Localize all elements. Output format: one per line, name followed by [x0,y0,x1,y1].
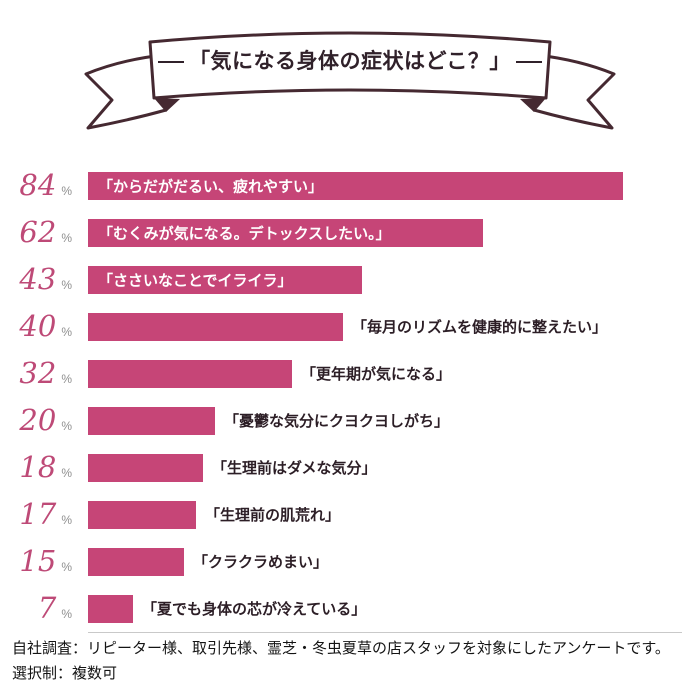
bar [88,547,184,576]
bar-label: 「クラクラめまい」 [193,554,329,571]
bar-chart-rows: 84% 「からだがだるい、疲れやすい」 62% 「むくみが気になる。デトックスしたい。… [0,162,700,632]
bar-track: 「毎月のリズムを健康的に整えたい」 [88,312,700,341]
chart-row: 84% 「からだがだるい、疲れやすい」 [0,162,700,209]
ribbon-fold-right-icon [520,98,546,112]
value-number: 40 [19,309,57,343]
bar-track: 「更年期が気になる」 [88,359,700,388]
bar-label: 「更年期が気になる」 [301,366,452,383]
value-label: 84% [0,171,88,200]
bar-chart: 84% 「からだがだるい、疲れやすい」 62% 「むくみが気になる。デトックスしたい。… [0,162,700,633]
value-unit: % [61,325,72,339]
bar: 「ささいなことでイライラ」 [88,265,362,294]
bar-label: 「ささいなことでイライラ」 [98,272,293,289]
value-number: 20 [19,403,57,437]
bar-track: 「ささいなことでイライラ」 [88,265,700,294]
bar-track: 「憂鬱な気分にクヨクヨしがち」 [88,406,700,435]
bar [88,359,292,388]
bar-track: 「からだがだるい、疲れやすい」 [88,171,700,200]
value-label: 7% [0,594,88,623]
bar [88,500,196,529]
value-unit: % [61,419,72,433]
value-label: 18% [0,453,88,482]
source-line: 自社調査：リピーター様、取引先様、霊芝・冬虫夏草の店スタッフを対象にしたアンケー… [12,640,670,657]
ribbon-graphic [84,31,616,130]
chart-row: 7% 「夏でも身体の芯が冷えている」 [0,585,700,632]
chart-row: 15% 「クラクラめまい」 [0,538,700,585]
ribbon-tail-left [84,53,168,130]
value-label: 32% [0,359,88,388]
bar [88,312,343,341]
bar-label: 「からだがだるい、疲れやすい」 [98,178,324,195]
ribbon-tail-right [532,53,616,130]
bar-track: 「生理前の肌荒れ」 [88,500,700,529]
bar-label: 「毎月のリズムを健康的に整えたい」 [352,319,608,336]
bar: 「むくみが気になる。デトックスしたい。」 [88,218,483,247]
bar-label: 「生理前はダメな気分」 [212,460,377,477]
value-unit: % [61,560,72,574]
value-number: 18 [19,450,57,484]
x-axis-line [88,632,682,633]
chart-row: 32% 「更年期が気になる」 [0,350,700,397]
bar [88,594,133,623]
value-number: 84 [19,168,57,202]
value-number: 17 [19,497,57,531]
bar [88,453,203,482]
chart-row: 40% 「毎月のリズムを健康的に整えたい」 [0,303,700,350]
value-unit: % [61,372,72,386]
bar [88,406,215,435]
bar-track: 「生理前はダメな気分」 [88,453,700,482]
value-unit: % [61,513,72,527]
bar-label: 「生理前の肌荒れ」 [205,507,341,524]
value-label: 40% [0,312,88,341]
bar-label: 「夏でも身体の芯が冷えている」 [142,601,367,618]
ribbon-banner: 「気になる身体の症状はどこ？」 [0,0,700,160]
value-unit: % [61,184,72,198]
bar-label: 「むくみが気になる。デトックスしたい。」 [98,225,391,242]
source-note: 自社調査：リピーター様、取引先様、霊芝・冬虫夏草の店スタッフを対象にしたアンケー… [12,637,670,687]
value-unit: % [61,278,72,292]
chart-row: 17% 「生理前の肌荒れ」 [0,491,700,538]
chart-row: 62% 「むくみが気になる。デトックスしたい。」 [0,209,700,256]
value-unit: % [61,231,72,245]
value-number: 7 [37,591,57,625]
chart-row: 20% 「憂鬱な気分にクヨクヨしがち」 [0,397,700,444]
bar-track: 「クラクラめまい」 [88,547,700,576]
value-number: 62 [19,215,57,249]
bar-label: 「憂鬱な気分にクヨクヨしがち」 [224,413,450,430]
chart-title: 「気になる身体の症状はどこ？」 [189,49,511,73]
ribbon-fold-left-icon [154,98,180,112]
value-label: 43% [0,265,88,294]
selection-line: 選択制：複数可 [12,664,118,682]
value-label: 20% [0,406,88,435]
bar-track: 「むくみが気になる。デトックスしたい。」 [88,218,700,247]
bar: 「からだがだるい、疲れやすい」 [88,171,623,200]
chart-row: 43% 「ささいなことでイライラ」 [0,256,700,303]
value-unit: % [61,466,72,480]
value-label: 15% [0,547,88,576]
value-number: 32 [19,356,57,390]
ribbon-band [148,31,552,100]
value-label: 17% [0,500,88,529]
value-label: 62% [0,218,88,247]
chart-row: 18% 「生理前はダメな気分」 [0,444,700,491]
value-number: 15 [19,544,57,578]
value-number: 43 [19,262,57,296]
bar-track: 「夏でも身体の芯が冷えている」 [88,594,700,623]
value-unit: % [61,607,72,621]
